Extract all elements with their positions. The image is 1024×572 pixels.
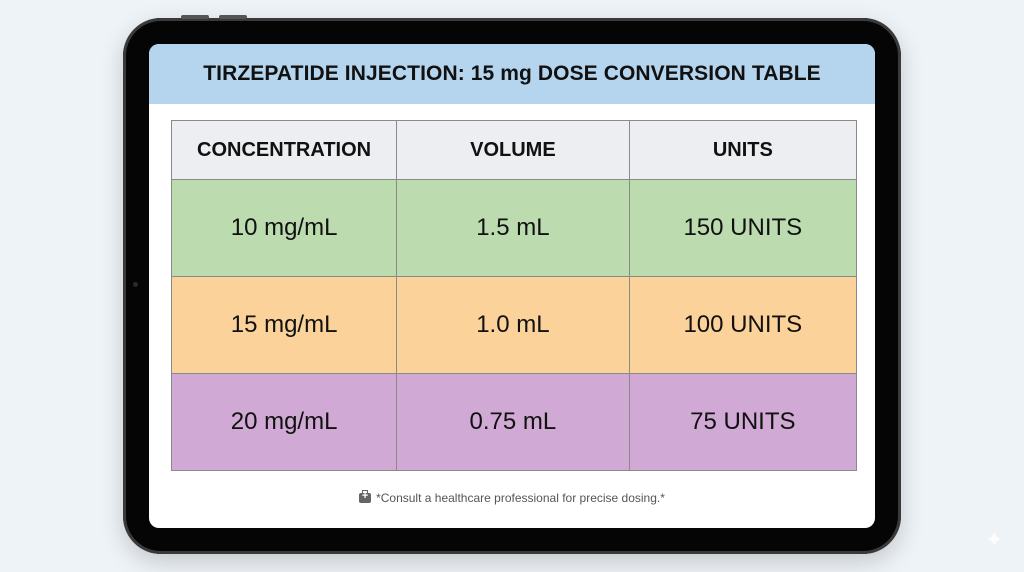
tablet-screen: TIRZEPATIDE INJECTION: 15 mg DOSE CONVER… — [149, 44, 875, 528]
table-row: 10 mg/mL 1.5 mL 150 UNITS — [170, 179, 858, 277]
dose-conversion-table: CONCENTRATION VOLUME UNITS 10 mg/mL 1.5 … — [170, 120, 858, 471]
cell-concentration: 15 mg/mL — [170, 276, 398, 374]
header-concentration: CONCENTRATION — [170, 120, 398, 180]
volume-button — [181, 15, 209, 19]
camera-icon — [133, 282, 138, 287]
cell-volume: 1.0 mL — [396, 276, 630, 374]
disclaimer: *Consult a healthcare professional for p… — [149, 490, 875, 505]
sparkle-icon: ✦ — [985, 527, 1004, 552]
cell-volume: 1.5 mL — [396, 179, 630, 277]
disclaimer-text: *Consult a healthcare professional for p… — [376, 491, 665, 505]
power-button — [219, 15, 247, 19]
cell-volume: 0.75 mL — [396, 373, 630, 471]
table-row: 15 mg/mL 1.0 mL 100 UNITS — [170, 276, 858, 374]
table-row: 20 mg/mL 0.75 mL 75 UNITS — [170, 373, 858, 471]
header-units: UNITS — [628, 120, 858, 180]
cell-concentration: 10 mg/mL — [170, 179, 398, 277]
page-title: TIRZEPATIDE INJECTION: 15 mg DOSE CONVER… — [203, 62, 821, 85]
cell-units: 150 UNITS — [628, 179, 858, 277]
cell-units: 100 UNITS — [628, 276, 858, 374]
cell-concentration: 20 mg/mL — [170, 373, 398, 471]
first-aid-kit-icon — [359, 490, 372, 503]
title-bar: TIRZEPATIDE INJECTION: 15 mg DOSE CONVER… — [149, 44, 875, 104]
tablet-device: TIRZEPATIDE INJECTION: 15 mg DOSE CONVER… — [123, 15, 901, 554]
cell-units: 75 UNITS — [628, 373, 858, 471]
table-header-row: CONCENTRATION VOLUME UNITS — [170, 120, 858, 180]
header-volume: VOLUME — [396, 120, 630, 180]
